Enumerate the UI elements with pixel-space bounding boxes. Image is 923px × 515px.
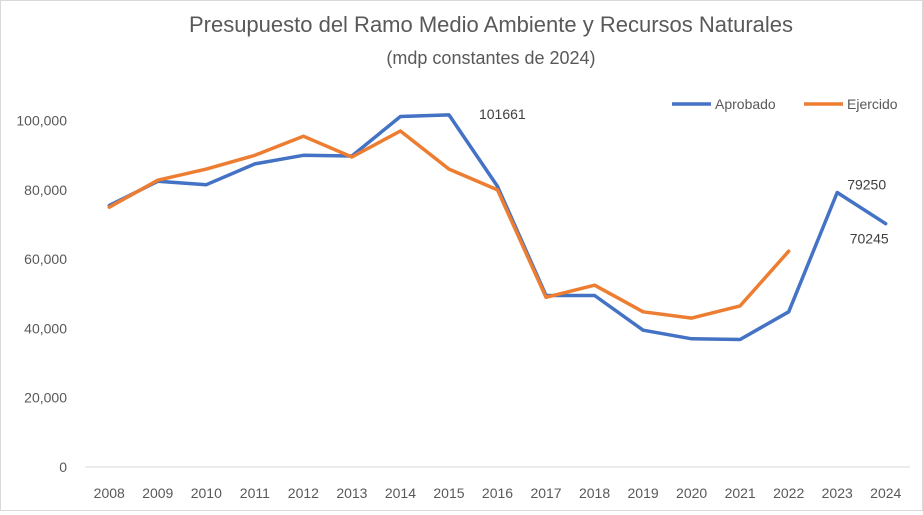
data-labels: 101661 79250 70245 <box>479 106 889 247</box>
x-tick-label: 2018 <box>579 485 610 501</box>
chart-subtitle: (mdp constantes de 2024) <box>386 48 595 68</box>
series-lines <box>107 113 888 342</box>
y-tick-label: 100,000 <box>16 113 67 129</box>
x-tick-label: 2019 <box>628 485 659 501</box>
x-tick-label: 2008 <box>94 485 125 501</box>
x-tick-label: 2024 <box>870 485 901 501</box>
data-label: 101661 <box>479 106 526 122</box>
x-tick-label: 2013 <box>336 485 367 501</box>
y-tick-label: 0 <box>59 459 67 475</box>
y-tick-label: 20,000 <box>24 390 67 406</box>
y-tick-label: 80,000 <box>24 182 67 198</box>
x-tick-label: 2014 <box>385 485 416 501</box>
x-tick-label: 2012 <box>288 485 319 501</box>
x-tick-label: 2009 <box>142 485 173 501</box>
chart-title: Presupuesto del Ramo Medio Ambiente y Re… <box>189 12 793 37</box>
legend-label-ejercido: Ejercido <box>847 96 898 112</box>
x-tick-label: 2015 <box>433 485 464 501</box>
data-label: 70245 <box>850 231 889 247</box>
axes: 0 20,000 40,000 60,000 80,000 100,000 2008 2009… <box>16 113 910 501</box>
x-tick-label: 2017 <box>530 485 561 501</box>
x-tick-label: 2011 <box>240 485 270 501</box>
legend-label-aprobado: Aprobado <box>715 96 776 112</box>
y-tick-label: 60,000 <box>24 251 67 267</box>
x-tick-label: 2020 <box>676 485 707 501</box>
y-tick-label: 40,000 <box>24 320 67 336</box>
x-tick-label: 2022 <box>773 485 804 501</box>
x-tick-label: 2021 <box>725 485 756 501</box>
x-tick-label: 2010 <box>191 485 222 501</box>
legend: Aprobado Ejercido <box>672 96 898 112</box>
x-tick-label: 2023 <box>822 485 853 501</box>
x-tick-label: 2016 <box>482 485 513 501</box>
series-line-ejercido <box>107 129 791 320</box>
series-line-aprobado <box>107 113 888 342</box>
data-label: 79250 <box>847 177 886 193</box>
